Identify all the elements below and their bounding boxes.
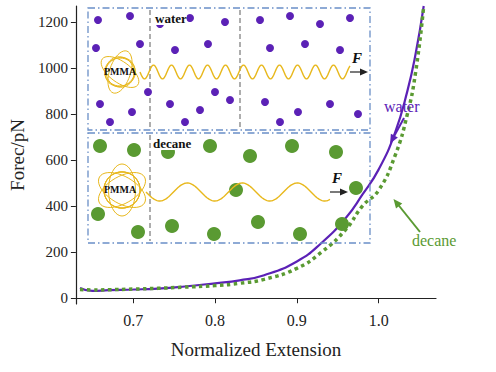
svg-text:water: water — [155, 11, 187, 26]
svg-text:F: F — [331, 170, 342, 186]
svg-text:400: 400 — [45, 198, 68, 214]
svg-text:PMMA: PMMA — [104, 184, 137, 195]
svg-text:water: water — [384, 98, 420, 115]
svg-text:PMMA: PMMA — [104, 66, 137, 77]
svg-text:1000: 1000 — [38, 60, 68, 76]
svg-text:1200: 1200 — [38, 14, 68, 30]
svg-text:1.0: 1.0 — [369, 312, 389, 329]
svg-text:F: F — [351, 50, 362, 66]
svg-text:200: 200 — [45, 244, 68, 260]
svg-text:0.9: 0.9 — [287, 312, 307, 329]
svg-text:Normalized Extension: Normalized Extension — [171, 339, 342, 360]
svg-text:Forec/pN: Forec/pN — [7, 119, 28, 191]
svg-text:0: 0 — [60, 290, 68, 306]
svg-text:decane: decane — [412, 232, 456, 249]
svg-text:600: 600 — [45, 152, 68, 168]
svg-text:0.8: 0.8 — [205, 312, 225, 329]
svg-text:0.7: 0.7 — [123, 312, 143, 329]
svg-text:decane: decane — [153, 136, 192, 151]
svg-text:800: 800 — [45, 106, 68, 122]
